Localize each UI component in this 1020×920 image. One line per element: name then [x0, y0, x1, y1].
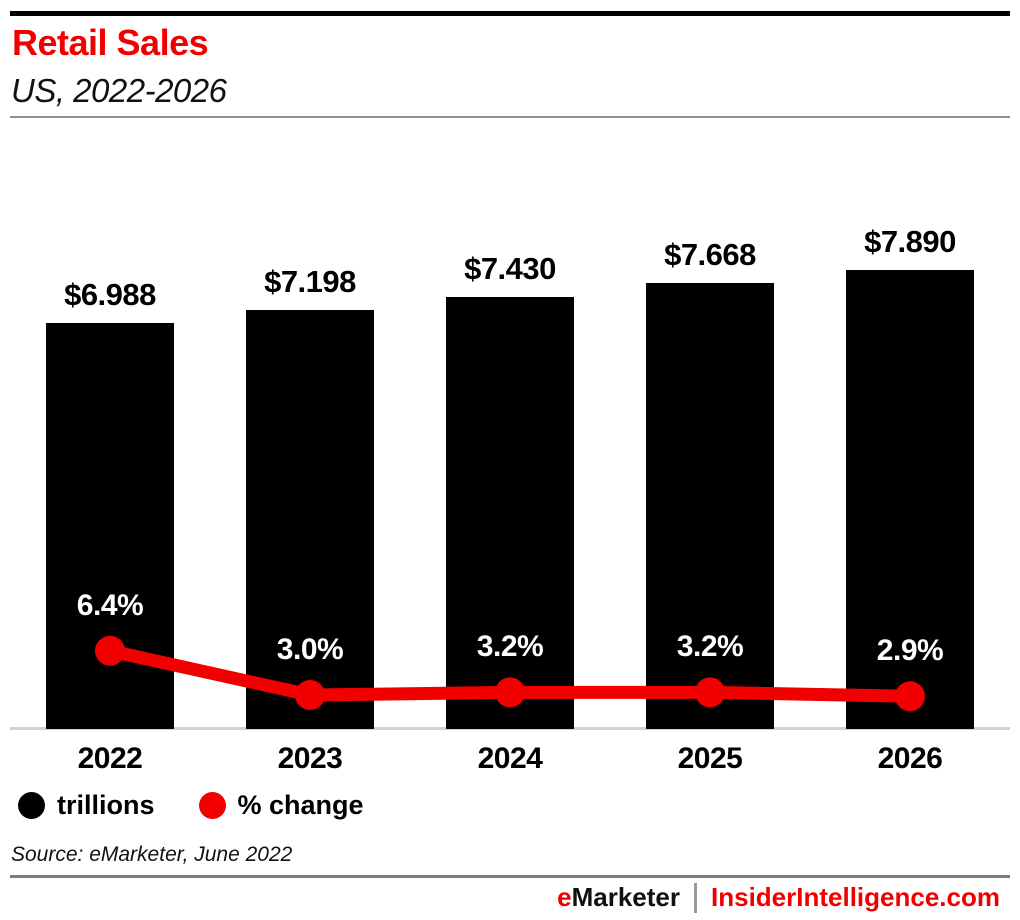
bar-value-label-2026: $7.890 [864, 224, 956, 259]
pct-change-label-2023: 3.0% [276, 633, 344, 666]
legend-label-trillions: trillions [57, 790, 155, 820]
source-note: Source: eMarketer, June 2022 [11, 843, 293, 866]
legend-swatch-red-icon [198, 792, 226, 819]
bar-value-label-2023: $7.198 [264, 264, 356, 299]
x-axis-label-2023: 2023 [277, 742, 343, 775]
legend-swatch-black-icon [18, 792, 45, 819]
legend-item-trillions: trillions [18, 790, 155, 821]
emarketer-logo: eMarketer [557, 882, 680, 913]
emarketer-logo-e: e [557, 882, 572, 912]
chart-subtitle: US, 2022-2026 [11, 72, 227, 109]
insider-intelligence-link[interactable]: InsiderIntelligence.com [711, 882, 1000, 912]
legend-label-pct-change: % change [237, 790, 364, 820]
emarketer-logo-rest: Marketer [571, 882, 681, 912]
bar-value-label-2025: $7.668 [664, 237, 756, 272]
chart-title: Retail Sales [12, 22, 209, 63]
pct-change-label-2025: 3.2% [676, 630, 744, 664]
x-axis-label-2026: 2026 [877, 742, 943, 775]
pct-change-label-2024: 3.2% [476, 630, 544, 664]
bar-value-label-2024: $7.430 [464, 251, 556, 286]
top-rule [10, 11, 1010, 16]
bar-value-label-2022: $6.988 [64, 277, 156, 312]
x-axis-label-2024: 2024 [477, 742, 543, 775]
pct-change-label-2022: 6.4% [76, 588, 144, 622]
chart-legend: trillions % change [18, 790, 364, 821]
footer-divider [10, 875, 1010, 878]
x-axis-label-2022: 2022 [77, 742, 143, 775]
header-divider [10, 116, 1010, 118]
x-axis-label-2025: 2025 [677, 742, 743, 775]
bar-2022 [46, 323, 174, 729]
legend-item-pct-change: % change [198, 790, 364, 821]
pct-change-label-2026: 2.9% [876, 634, 944, 668]
footer-branding: eMarketer InsiderIntelligence.com [557, 882, 1000, 913]
footer-separator [694, 882, 698, 913]
